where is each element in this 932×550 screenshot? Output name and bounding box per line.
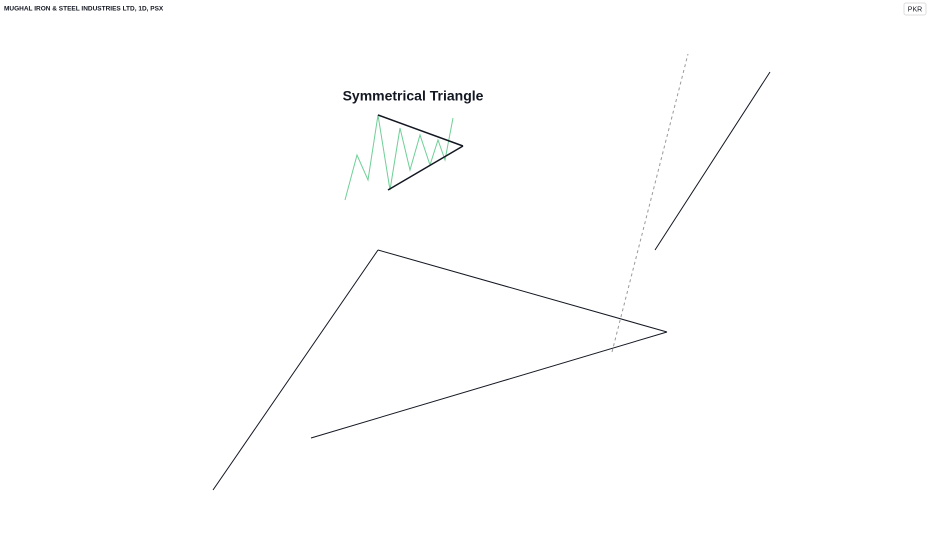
currency-button[interactable] (903, 2, 927, 16)
annotation: Symmetrical Triangle (343, 88, 484, 104)
sketch-line (377, 114, 464, 147)
sketch-line (387, 145, 464, 191)
drawings (212, 53, 771, 491)
trend-line (654, 71, 771, 251)
trend-line (377, 249, 668, 333)
trend-line (310, 331, 668, 439)
price-axis (900, 0, 932, 536)
trend-line (212, 249, 379, 491)
currency[interactable]: PKR (908, 6, 922, 13)
chart-title: MUGHAL IRON & STEEL INDUSTRIES LTD, 1D, … (4, 6, 164, 13)
sketch-wave (344, 114, 454, 201)
